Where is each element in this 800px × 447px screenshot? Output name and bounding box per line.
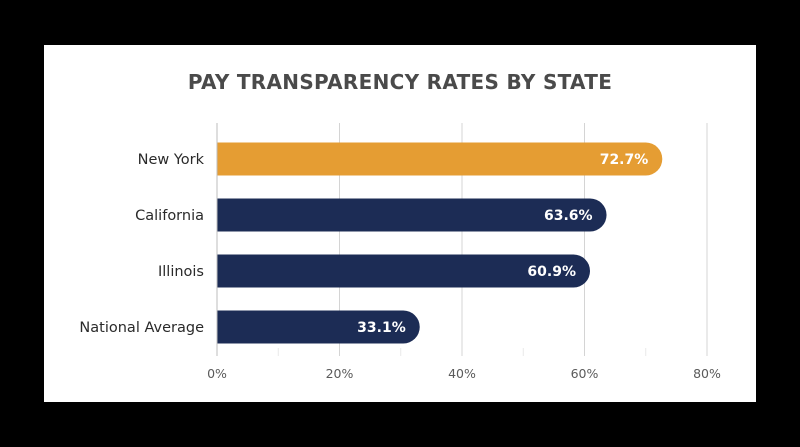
category-label: California xyxy=(135,208,204,224)
category-label: Illinois xyxy=(158,264,204,280)
x-axis-ticks: 0% 20% 40% 60% 80% xyxy=(207,366,721,381)
x-tick-label: 0% xyxy=(207,366,227,381)
minor-gridlines xyxy=(277,348,647,356)
chart-card: PAY TRANSPARENCY RATES BY STATE 72.7% 63.… xyxy=(44,45,756,402)
category-label: New York xyxy=(138,152,205,168)
category-label: National Average xyxy=(79,320,204,336)
bar-value-label: 60.9% xyxy=(527,264,576,280)
chart-title: PAY TRANSPARENCY RATES BY STATE xyxy=(188,70,612,94)
bars: 72.7% 63.6% 60.9% 33.1% xyxy=(217,142,663,344)
x-tick-label: 60% xyxy=(571,366,599,381)
x-tick-label: 40% xyxy=(448,366,476,381)
x-tick-label: 20% xyxy=(326,366,354,381)
bar-national-average xyxy=(217,310,420,344)
bar-value-label: 63.6% xyxy=(544,208,593,224)
bar-value-label: 72.7% xyxy=(600,152,649,168)
bar-california xyxy=(217,198,607,232)
category-labels: New York California Illinois National Avera… xyxy=(79,152,204,336)
bar-chart: PAY TRANSPARENCY RATES BY STATE 72.7% 63.… xyxy=(79,70,721,381)
x-tick-label: 80% xyxy=(693,366,721,381)
bar-new-york xyxy=(217,142,663,176)
bar-illinois xyxy=(217,254,591,288)
bar-value-label: 33.1% xyxy=(357,320,406,336)
